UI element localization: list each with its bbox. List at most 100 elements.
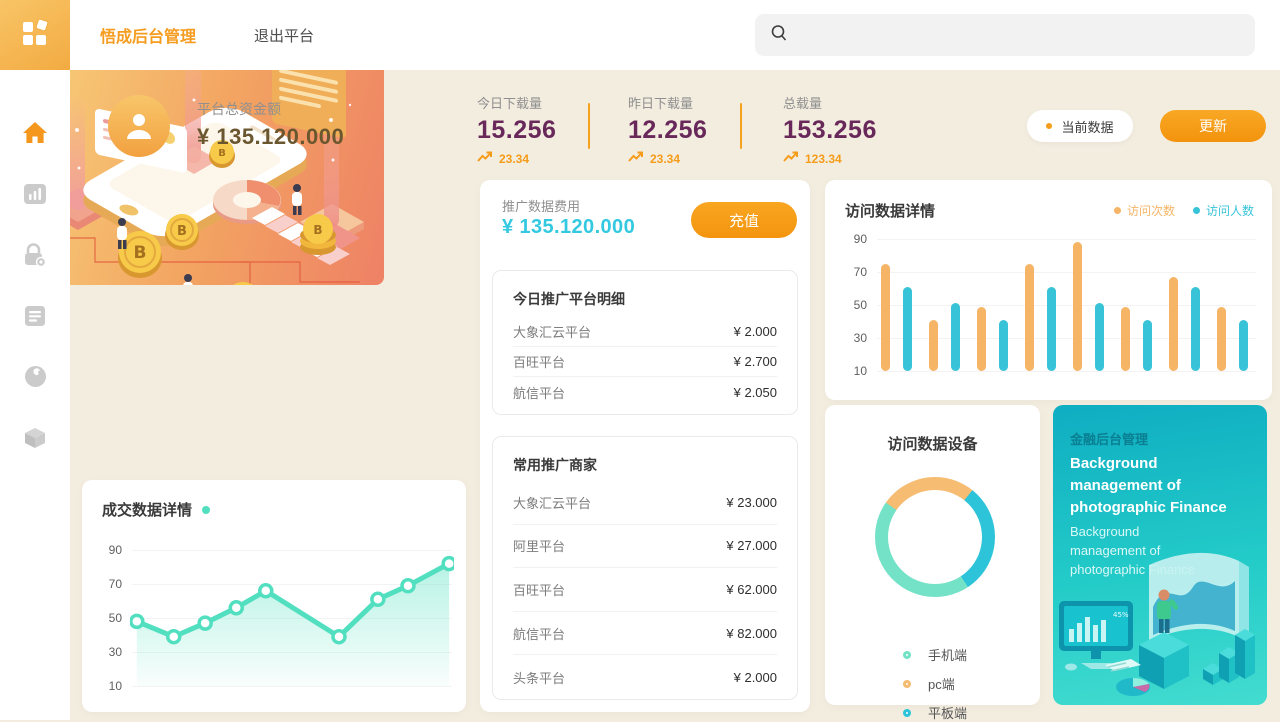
donut-legend-item: pc端 bbox=[903, 674, 967, 693]
lock-settings-icon bbox=[22, 242, 48, 272]
platform-value: ¥ 27.000 bbox=[726, 538, 777, 554]
sidebar-item-security[interactable] bbox=[22, 242, 48, 272]
platform-name: 百旺平台 bbox=[513, 355, 566, 370]
gridline bbox=[132, 549, 452, 551]
app-logo[interactable] bbox=[0, 0, 70, 70]
merchants-list: 大象汇云平台 ¥ 23.000 阿里平台 ¥ 27.000 百旺平台 ¥ 62.000 航信… bbox=[513, 481, 777, 699]
y-tick-label: 90 bbox=[108, 543, 122, 557]
data-point bbox=[370, 591, 386, 608]
bar-chart-icon bbox=[23, 183, 47, 210]
trend-value: 123.34 bbox=[805, 151, 842, 166]
svg-text:B: B bbox=[313, 223, 322, 237]
platform-row: 大象汇云平台 ¥ 2.000 bbox=[513, 317, 777, 347]
bar-group bbox=[929, 303, 960, 371]
home-icon bbox=[22, 121, 48, 150]
data-point bbox=[130, 613, 145, 630]
recharge-label: 充值 bbox=[728, 212, 759, 230]
platform-row: 大象汇云平台 ¥ 23.000 bbox=[513, 481, 777, 525]
svg-text:B: B bbox=[134, 243, 147, 263]
sidebar-item-products[interactable] bbox=[22, 427, 48, 453]
bar bbox=[929, 319, 938, 371]
trend-up-icon bbox=[783, 151, 799, 166]
bar-group bbox=[1169, 276, 1200, 371]
bar bbox=[1191, 286, 1200, 371]
legend-item: 访问人数 bbox=[1192, 202, 1254, 219]
line-chart-title: 成交数据详情 bbox=[102, 499, 211, 520]
legend-dot-icon bbox=[1192, 207, 1200, 214]
platform-name: 航信平台 bbox=[513, 385, 566, 401]
data-point bbox=[197, 615, 213, 631]
current-data-button[interactable]: 当前数据 bbox=[1027, 110, 1133, 142]
platform-name: 头条平台 bbox=[513, 670, 566, 686]
update-button[interactable]: 更新 bbox=[1160, 110, 1266, 142]
sidebar-item-tools[interactable] bbox=[22, 366, 48, 392]
data-point bbox=[331, 628, 347, 645]
stat-label: 总载量 bbox=[783, 96, 823, 111]
deal-data-card: 成交数据详情 90 70 50 30 10 bbox=[82, 480, 466, 712]
platform-name: 航信平台 bbox=[513, 626, 566, 642]
bar-group bbox=[1217, 306, 1248, 371]
platform-value: ¥ 23.000 bbox=[726, 494, 777, 510]
y-tick-label: 70 bbox=[853, 265, 867, 279]
gridline bbox=[877, 271, 1256, 273]
search-bar[interactable] bbox=[755, 14, 1255, 56]
y-tick-label: 90 bbox=[853, 232, 867, 246]
bar-groups bbox=[881, 239, 1248, 371]
data-point bbox=[165, 628, 182, 645]
bar bbox=[1121, 306, 1130, 371]
stat-value: 153.256 bbox=[783, 116, 877, 144]
avatar[interactable] bbox=[108, 95, 170, 157]
sidebar-item-home[interactable] bbox=[22, 121, 48, 150]
y-tick-label: 30 bbox=[108, 645, 122, 659]
platform-value: ¥ 62.000 bbox=[726, 581, 777, 597]
banner-tag: 金融后台管理 bbox=[1070, 432, 1149, 447]
y-tick-label: 10 bbox=[853, 364, 867, 378]
fund-value: ¥ 135.120.000 bbox=[197, 124, 345, 149]
recharge-button[interactable]: 充值 bbox=[691, 202, 797, 238]
bar bbox=[1239, 319, 1248, 371]
bar bbox=[1169, 276, 1178, 371]
gridline bbox=[132, 583, 452, 585]
fund-label: 平台总资金额 bbox=[197, 101, 281, 117]
current-data-label: 当前数据 bbox=[1061, 119, 1114, 135]
sidebar-item-statistics[interactable] bbox=[22, 183, 48, 209]
platform-row: 百旺平台 ¥ 2.700 bbox=[513, 347, 777, 377]
finance-banner-card[interactable]: 金融后台管理 Background management of photogra… bbox=[1053, 405, 1267, 705]
legend-item: 访问次数 bbox=[1113, 202, 1175, 219]
platform-name: 大象汇云平台 bbox=[513, 495, 592, 511]
donut-legend-item: 手机端 bbox=[903, 645, 967, 664]
promo-fee-value: ¥ 135.120.000 bbox=[502, 216, 636, 238]
gridline bbox=[877, 370, 1256, 372]
legend-label: 平板端 bbox=[928, 706, 968, 721]
bar bbox=[951, 303, 960, 371]
legend-ring-icon bbox=[903, 650, 911, 659]
y-tick-label: 30 bbox=[853, 331, 867, 345]
bar bbox=[977, 306, 986, 371]
y-tick-label: 70 bbox=[108, 577, 122, 591]
trend-value: 23.34 bbox=[499, 151, 530, 166]
legend-label: pc端 bbox=[928, 677, 955, 692]
stat-divider bbox=[588, 103, 590, 149]
sidebar-item-orders[interactable] bbox=[22, 305, 48, 331]
platform-row: 百旺平台 ¥ 62.000 bbox=[513, 568, 777, 612]
platform-name: 百旺平台 bbox=[513, 582, 566, 598]
today-detail-title: 今日推广平台明细 bbox=[513, 291, 625, 307]
sidebar bbox=[0, 70, 70, 720]
platform-value: ¥ 82.000 bbox=[726, 625, 777, 641]
promotion-panel: 推广数据费用 ¥ 135.120.000 充值 今日推广平台明细 大象汇云平台 ¥… bbox=[480, 180, 810, 712]
y-tick-label: 50 bbox=[853, 298, 867, 312]
topbar: 悟成后台管理 退出平台 bbox=[0, 0, 1280, 70]
brand-title[interactable]: 悟成后台管理 bbox=[100, 29, 197, 46]
legend-ring-icon bbox=[903, 708, 911, 717]
search-input[interactable] bbox=[799, 27, 1241, 43]
platform-name: 阿里平台 bbox=[513, 539, 566, 555]
exit-platform-link[interactable]: 退出平台 bbox=[254, 27, 315, 45]
data-point bbox=[441, 555, 454, 572]
bar-group bbox=[881, 263, 912, 371]
platform-row: 航信平台 ¥ 2.050 bbox=[513, 377, 777, 407]
y-tick-label: 10 bbox=[108, 679, 122, 693]
banner-title: Background management of photographic Fi… bbox=[1070, 455, 1227, 516]
stat-total-loads: 总载量 153.256 123.34 bbox=[783, 93, 923, 166]
legend-label: 手机端 bbox=[928, 648, 968, 663]
device-data-card: 访问数据设备 手机端 pc端 平板端 bbox=[825, 405, 1040, 721]
